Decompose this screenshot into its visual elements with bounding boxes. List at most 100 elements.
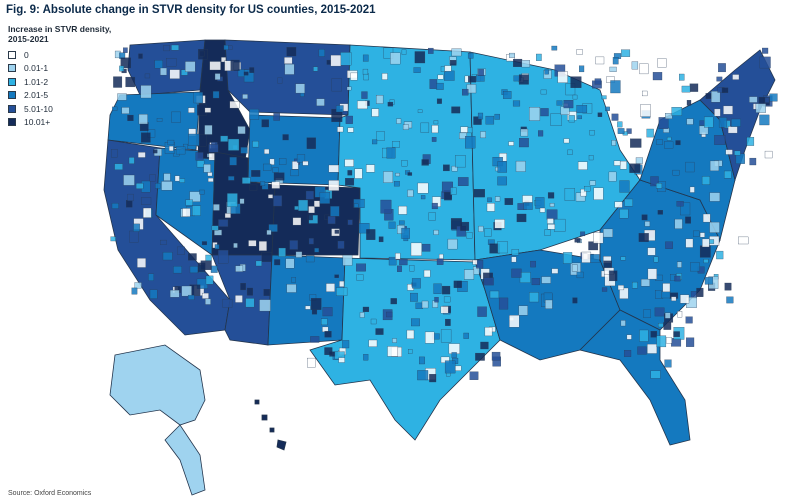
county-cell — [619, 208, 629, 219]
county-cell — [401, 227, 410, 239]
county-cell — [144, 73, 151, 79]
county-cell — [709, 221, 720, 233]
county-cell — [463, 332, 469, 339]
county-cell — [601, 95, 607, 100]
legend-item: 5.01-10 — [8, 102, 111, 116]
county-cell — [192, 205, 201, 216]
county-cell — [111, 203, 119, 209]
county-cell — [203, 164, 211, 173]
county-cell — [731, 118, 741, 127]
county-cell — [544, 69, 549, 75]
county-cell — [316, 98, 325, 107]
legend-swatch — [8, 77, 16, 86]
county-cell — [466, 232, 473, 239]
county-cell — [347, 170, 353, 176]
county-cell — [444, 70, 455, 81]
county-cell — [536, 53, 542, 61]
county-cell — [674, 218, 683, 229]
county-cell — [259, 299, 271, 312]
county-cell — [551, 268, 559, 274]
county-cell — [362, 68, 369, 75]
county-cell — [511, 249, 519, 256]
county-cell — [123, 47, 128, 53]
county-cell — [268, 224, 278, 232]
county-cell — [346, 86, 352, 91]
county-cell — [438, 253, 444, 260]
county-cell — [196, 160, 205, 168]
county-cell — [673, 331, 680, 338]
county-cell — [433, 229, 439, 235]
county-cell — [356, 274, 364, 281]
county-cell — [477, 112, 484, 120]
county-cell — [714, 108, 721, 117]
county-cell — [508, 141, 514, 146]
county-cell — [423, 269, 431, 278]
county-cell — [211, 225, 219, 231]
county-cell — [306, 137, 316, 149]
county-cell — [421, 300, 429, 309]
county-cell — [564, 188, 575, 201]
county-cell — [497, 176, 507, 186]
county-cell — [764, 97, 770, 103]
county-cell — [204, 125, 213, 135]
county-cell — [460, 221, 470, 231]
county-cell — [264, 148, 270, 155]
county-cell — [273, 172, 285, 181]
county-cell — [386, 311, 393, 318]
county-cell — [476, 74, 485, 82]
region-oregon — [107, 91, 201, 151]
county-cell — [677, 261, 682, 268]
county-cell — [286, 47, 297, 57]
county-cell — [530, 260, 536, 268]
county-cell — [529, 292, 539, 303]
county-pattern — [110, 44, 778, 383]
county-cell — [295, 251, 303, 258]
county-cell — [631, 61, 639, 70]
county-cell — [408, 349, 413, 354]
county-cell — [370, 318, 377, 325]
county-cell — [310, 336, 320, 343]
county-cell — [512, 100, 521, 107]
county-cell — [619, 180, 630, 193]
county-cell — [630, 138, 642, 148]
county-cell — [260, 181, 266, 186]
legend-item: 10.01+ — [8, 116, 111, 130]
county-cell — [637, 346, 647, 355]
county-cell — [653, 256, 659, 263]
county-cell — [572, 94, 578, 100]
county-cell — [709, 160, 720, 172]
county-cell — [497, 161, 507, 173]
county-cell — [549, 203, 555, 207]
county-cell — [357, 100, 368, 110]
county-cell — [603, 228, 613, 238]
county-cell — [574, 238, 581, 243]
county-cell — [617, 285, 625, 291]
county-cell — [160, 67, 167, 76]
county-cell — [579, 65, 585, 73]
county-cell — [544, 229, 551, 236]
county-cell — [411, 318, 420, 327]
county-cell — [290, 169, 299, 177]
county-cell — [509, 315, 520, 328]
county-cell — [313, 66, 318, 72]
county-cell — [749, 157, 757, 166]
county-cell — [440, 329, 452, 343]
county-cell — [163, 45, 170, 52]
county-cell — [483, 277, 494, 286]
county-cell — [626, 334, 632, 340]
county-cell — [228, 45, 233, 50]
county-cell — [666, 136, 672, 141]
county-cell — [519, 138, 529, 148]
county-cell — [611, 113, 619, 121]
county-cell — [657, 58, 667, 68]
county-cell — [594, 78, 602, 85]
county-cell — [459, 132, 467, 139]
county-cell — [229, 101, 240, 109]
county-cell — [375, 328, 384, 335]
county-cell — [336, 287, 348, 296]
county-cell — [711, 91, 721, 103]
county-cell — [689, 186, 695, 193]
county-cell — [732, 74, 740, 80]
county-cell — [571, 264, 578, 272]
county-cell — [626, 128, 632, 134]
